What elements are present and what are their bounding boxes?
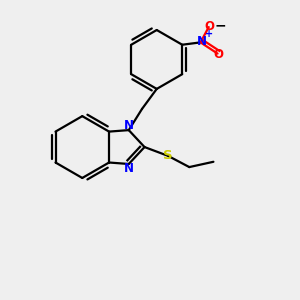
- Text: O: O: [204, 20, 214, 33]
- Text: −: −: [214, 19, 226, 33]
- Text: S: S: [163, 149, 173, 162]
- Text: N: N: [197, 35, 207, 48]
- Text: N: N: [124, 118, 134, 132]
- Text: N: N: [124, 163, 134, 176]
- Text: +: +: [205, 29, 213, 39]
- Text: O: O: [213, 48, 223, 61]
